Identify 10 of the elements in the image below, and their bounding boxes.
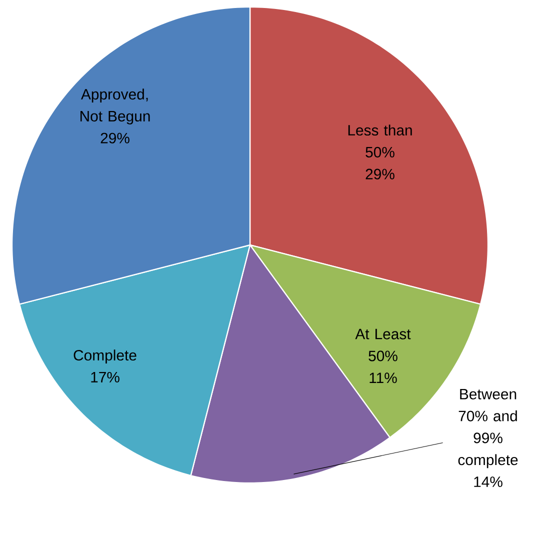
slice-label: Approved, Not Begun	[80, 88, 150, 124]
data-label: 17%	[91, 372, 120, 382]
data-label: 29%	[366, 168, 394, 180]
data-label: 14%	[474, 476, 502, 488]
slice-label: Less than 50%	[348, 124, 412, 158]
data-label: 29%	[100, 132, 130, 144]
data-label: 11%	[370, 372, 397, 384]
slice-label: Complete	[74, 350, 136, 364]
slice-label: Between 70% and 99% complete	[458, 388, 518, 468]
slice-label: At Least 50%	[355, 328, 411, 362]
